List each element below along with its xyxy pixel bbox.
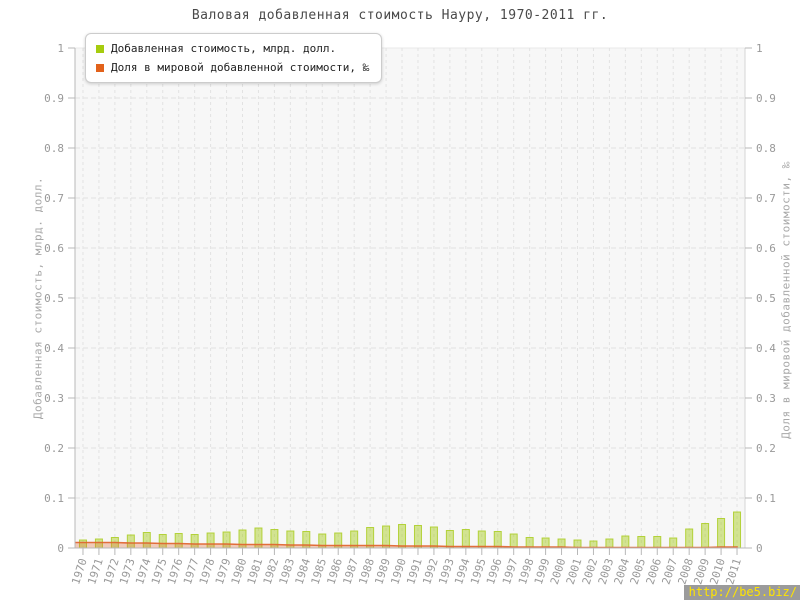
y-tick-label-right: 0.4 (756, 342, 776, 355)
bar-1997 (509, 533, 518, 549)
left-axis-title: Добавленная стоимость, млрд. долл. (31, 176, 45, 420)
y-axis-ticks: 0 0 0.1 0.1 0.2 0.2 0.3 0.3 0.4 0.4 0.5 0.5 0.6 0.6 0.… (44, 42, 776, 555)
bar-1993 (445, 530, 454, 549)
bar-1990 (398, 524, 407, 549)
plot-background (75, 48, 745, 548)
y-tick-label-right: 0.9 (756, 92, 776, 105)
bar-1994 (461, 529, 470, 549)
bar-1991 (413, 525, 422, 549)
y-tick-label-right: 0 (756, 542, 763, 555)
y-tick-label-right: 0.8 (756, 142, 776, 155)
bar-2009 (701, 523, 710, 549)
bar-2004 (621, 535, 630, 549)
chart-title: Валовая добавленная стоимость Науру, 197… (191, 8, 609, 23)
legend-item-label: Доля в мировой добавленной стоимости, ‰ (111, 61, 370, 74)
x-axis-ticks: 1970197119721973197419751976197719781979… (69, 548, 744, 586)
bar-1996 (493, 531, 502, 549)
y-tick-label-left: 0.2 (44, 442, 64, 455)
value-added-swatch-icon (96, 44, 104, 53)
bar-2005 (637, 536, 646, 549)
y-tick-label-right: 0.7 (756, 192, 776, 205)
y-tick-label-left: 0.5 (44, 292, 64, 305)
y-tick-label-right: 0.3 (756, 392, 776, 405)
bar-2011 (733, 511, 742, 549)
y-tick-label-right: 1 (756, 42, 763, 55)
watermark-link[interactable]: http://be5.biz/ (683, 585, 800, 600)
bar-2007 (669, 537, 678, 549)
bar-1995 (477, 530, 486, 549)
legend-item-label: Добавленная стоимость, млрд. долл. (111, 42, 337, 55)
y-tick-label-left: 0 (57, 542, 64, 555)
bar-2003 (605, 538, 614, 549)
right-axis-title: Доля в мировой добавленной стоимости, ‰ (779, 161, 793, 439)
y-tick-label-left: 0.9 (44, 92, 64, 105)
bar-2010 (717, 518, 726, 549)
legend-item-value-added: Добавленная стоимость, млрд. долл. (96, 39, 369, 58)
bar-2008 (685, 528, 694, 549)
y-tick-label-left: 1 (57, 42, 64, 55)
chart-legend: Добавленная стоимость, млрд. долл. Доля … (85, 33, 383, 83)
y-tick-label-right: 0.5 (756, 292, 776, 305)
world-share-swatch-icon (96, 63, 104, 72)
bar-1992 (429, 526, 438, 549)
y-tick-label-left: 0.3 (44, 392, 64, 405)
y-tick-label-left: 0.6 (44, 242, 64, 255)
gridlines (75, 47, 745, 548)
bar-2006 (653, 536, 662, 549)
y-tick-label-left: 0.1 (44, 492, 64, 505)
y-tick-label-left: 0.8 (44, 142, 64, 155)
legend-item-world-share: Доля в мировой добавленной стоимости, ‰ (96, 58, 369, 77)
y-tick-label-left: 0.7 (44, 192, 64, 205)
y-tick-label-right: 0.2 (756, 442, 776, 455)
y-tick-label-left: 0.4 (44, 342, 64, 355)
y-tick-label-right: 0.1 (756, 492, 776, 505)
y-tick-label-right: 0.6 (756, 242, 776, 255)
